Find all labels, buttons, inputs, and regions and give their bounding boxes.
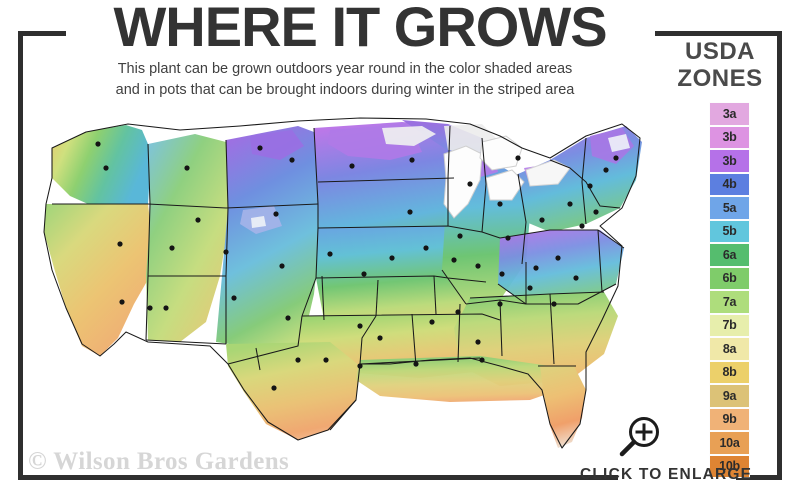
frame-bottom-right (736, 475, 782, 480)
zone-swatch-10b-15[interactable]: 10b (709, 454, 750, 478)
zone-swatch-3b-2[interactable]: 3b (709, 149, 750, 173)
zone-swatch-3a-0[interactable]: 3a (709, 102, 750, 126)
frame-bottom-left (18, 475, 618, 480)
zone-swatch-5a-4[interactable]: 5a (709, 196, 750, 220)
usda-hardiness-map[interactable] (30, 108, 650, 453)
subtitle-line-2: and in pots that can be brought indoors … (115, 82, 575, 98)
zone-swatch-8b-11[interactable]: 8b (709, 360, 750, 384)
zone-swatch-6a-6[interactable]: 6a (709, 243, 750, 267)
zone-swatch-7a-8[interactable]: 7a (709, 290, 750, 314)
zone-swatch-9b-13[interactable]: 9b (709, 407, 750, 431)
zone-swatch-5b-5[interactable]: 5b (709, 219, 750, 243)
frame-top-right (655, 31, 782, 36)
zone-swatch-7b-9[interactable]: 7b (709, 313, 750, 337)
subtitle-line-1: This plant can be grown outdoors year ro… (117, 61, 573, 77)
zone-swatch-6b-7[interactable]: 6b (709, 266, 750, 290)
us-map-svg (43, 117, 642, 449)
frame-left-edge (18, 31, 23, 480)
page-title: WHERE IT GROWS (113, 0, 607, 58)
usda-zones-heading: USDA ZONES (664, 38, 776, 92)
zone-swatch-3b-1[interactable]: 3b (709, 125, 750, 149)
subtitle-text: This plant can be grown outdoors year ro… (40, 59, 650, 101)
magnifier-plus-icon[interactable] (616, 415, 662, 461)
great-lakes (443, 135, 571, 219)
usda-heading-line-2: ZONES (677, 65, 763, 92)
zone-swatch-10a-14[interactable]: 10a (709, 431, 750, 455)
zone-swatch-8a-10[interactable]: 8a (709, 337, 750, 361)
state-capital-dots (95, 141, 619, 391)
frame-right-edge (777, 31, 782, 480)
click-to-enlarge-label[interactable]: CLICK TO ENLARGE (580, 466, 753, 483)
watermark-copyright: © Wilson Bros Gardens (28, 448, 290, 475)
usda-zone-legend: 3a 3b 3b 4b 5a 5b 6a 6b 7a 7b 8a 8b 9a 9b 10a 10b (709, 102, 750, 478)
zone-swatch-9a-12[interactable]: 9a (709, 384, 750, 408)
usda-heading-line-1: USDA (684, 38, 755, 65)
zone-swatch-4b-3[interactable]: 4b (709, 172, 750, 196)
frame-top-left (18, 31, 66, 36)
